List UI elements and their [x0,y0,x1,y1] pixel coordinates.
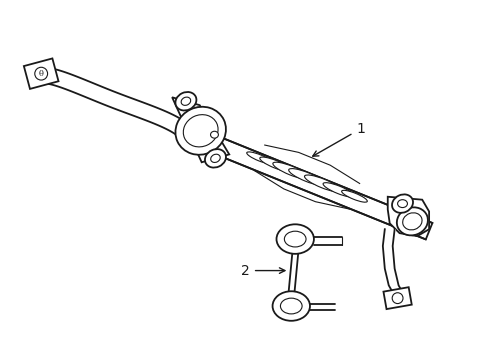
Ellipse shape [210,154,220,162]
Ellipse shape [341,190,366,202]
Polygon shape [38,68,191,138]
Polygon shape [172,97,229,162]
Text: 2: 2 [241,264,285,278]
Text: θ: θ [39,70,43,78]
Ellipse shape [304,175,341,192]
Ellipse shape [391,194,412,213]
Ellipse shape [175,92,196,111]
Ellipse shape [391,293,402,303]
Polygon shape [182,125,431,239]
Ellipse shape [276,224,313,254]
Ellipse shape [246,152,272,164]
Ellipse shape [323,183,353,197]
Ellipse shape [284,231,305,247]
Polygon shape [387,197,428,236]
Ellipse shape [396,207,427,235]
Ellipse shape [402,213,421,230]
Ellipse shape [397,200,407,208]
Ellipse shape [210,131,218,138]
Ellipse shape [288,168,325,185]
Ellipse shape [183,114,218,147]
Text: 1: 1 [312,122,365,156]
Bar [24,58,59,89]
Ellipse shape [204,149,225,168]
Ellipse shape [272,162,309,179]
Ellipse shape [280,298,302,314]
Ellipse shape [272,291,309,321]
Ellipse shape [175,107,225,155]
Ellipse shape [35,67,47,80]
Ellipse shape [259,157,290,171]
Bar [383,287,411,309]
Ellipse shape [181,97,190,105]
